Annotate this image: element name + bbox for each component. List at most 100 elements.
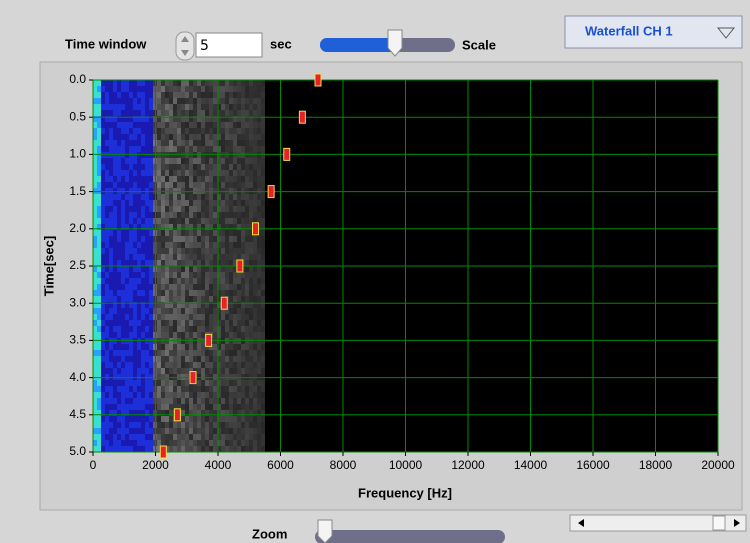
noise-cell [169, 290, 173, 296]
noise-cell [125, 272, 129, 278]
noise-cell [101, 386, 105, 392]
noise-cell [261, 386, 265, 392]
noise-cell [225, 356, 229, 362]
dropdown-arrow [716, 27, 736, 39]
noise-cell [121, 302, 125, 308]
noise-cell [189, 92, 193, 98]
noise-cell [193, 206, 197, 212]
noise-cell [213, 338, 217, 344]
noise-cell [217, 440, 221, 446]
noise-cell [217, 392, 221, 398]
noise-cell [113, 206, 117, 212]
noise-cell [257, 206, 261, 212]
noise-cell [105, 386, 109, 392]
noise-cell [209, 386, 213, 392]
spinner[interactable] [175, 31, 195, 61]
noise-cell [105, 284, 109, 290]
noise-cell [241, 296, 245, 302]
noise-cell [205, 392, 209, 398]
noise-cell [165, 266, 169, 272]
noise-cell [133, 356, 137, 362]
noise-cell [189, 158, 193, 164]
noise-cell [173, 242, 177, 248]
noise-cell [185, 380, 189, 386]
noise-cell [173, 116, 177, 122]
noise-cell [253, 200, 257, 206]
noise-cell [125, 410, 129, 416]
noise-cell [113, 194, 117, 200]
scrollbar[interactable] [569, 514, 747, 532]
noise-cell [145, 122, 149, 128]
noise-cell [245, 416, 249, 422]
noise-cell [257, 200, 261, 206]
time-window-input[interactable] [195, 32, 263, 58]
noise-cell [157, 242, 161, 248]
noise-cell [217, 182, 221, 188]
noise-cell [145, 290, 149, 296]
noise-cell [137, 236, 141, 242]
noise-cell [177, 356, 181, 362]
noise-cell [245, 92, 249, 98]
scroll-thumb[interactable] [712, 515, 726, 531]
noise-cell [193, 266, 197, 272]
noise-cell [221, 224, 225, 230]
noise-cell [141, 248, 145, 254]
noise-cell [209, 158, 213, 164]
noise-cell [157, 362, 161, 368]
noise-cell [133, 134, 137, 140]
noise-cell [101, 80, 105, 86]
noise-cell [145, 446, 149, 452]
noise-cell [169, 368, 173, 374]
noise-cell [101, 230, 105, 236]
noise-cell [117, 212, 121, 218]
noise-cell [201, 266, 205, 272]
noise-cell [225, 368, 229, 374]
noise-cell [173, 356, 177, 362]
noise-cell [133, 332, 137, 338]
noise-cell [221, 140, 225, 146]
noise-cell [209, 278, 213, 284]
view-select[interactable] [564, 15, 743, 49]
noise-cell [121, 272, 125, 278]
noise-cell [209, 368, 213, 374]
sweep-point [298, 110, 306, 124]
noise-cell [229, 440, 233, 446]
scroll-left[interactable] [578, 519, 584, 527]
noise-cell [185, 356, 189, 362]
noise-cell [97, 374, 101, 380]
noise-cell [241, 230, 245, 236]
noise-cell [137, 308, 141, 314]
noise-cell [249, 422, 253, 428]
noise-cell [137, 290, 141, 296]
noise-cell [253, 260, 257, 266]
noise-cell [209, 290, 213, 296]
noise-cell [221, 428, 225, 434]
noise-cell [173, 368, 177, 374]
zoom-thumb[interactable] [317, 519, 333, 543]
noise-cell [121, 404, 125, 410]
noise-cell [245, 362, 249, 368]
scroll-right[interactable] [734, 519, 740, 527]
zoom-slider[interactable] [315, 530, 505, 543]
noise-cell [129, 248, 133, 254]
noise-cell [261, 176, 265, 182]
noise-cell [117, 170, 121, 176]
noise-cell [201, 170, 205, 176]
noise-cell [145, 182, 149, 188]
scale-thumb[interactable] [387, 29, 403, 57]
noise-cell [145, 242, 149, 248]
noise-cell [233, 380, 237, 386]
noise-cell [209, 122, 213, 128]
noise-cell [181, 230, 185, 236]
noise-cell [117, 296, 121, 302]
noise-cell [209, 302, 213, 308]
noise-cell [193, 410, 197, 416]
noise-cell [161, 428, 165, 434]
noise-cell [133, 350, 137, 356]
noise-cell [117, 344, 121, 350]
noise-cell [173, 398, 177, 404]
noise-cell [205, 158, 209, 164]
noise-cell [249, 434, 253, 440]
noise-cell [113, 140, 117, 146]
noise-cell [201, 218, 205, 224]
